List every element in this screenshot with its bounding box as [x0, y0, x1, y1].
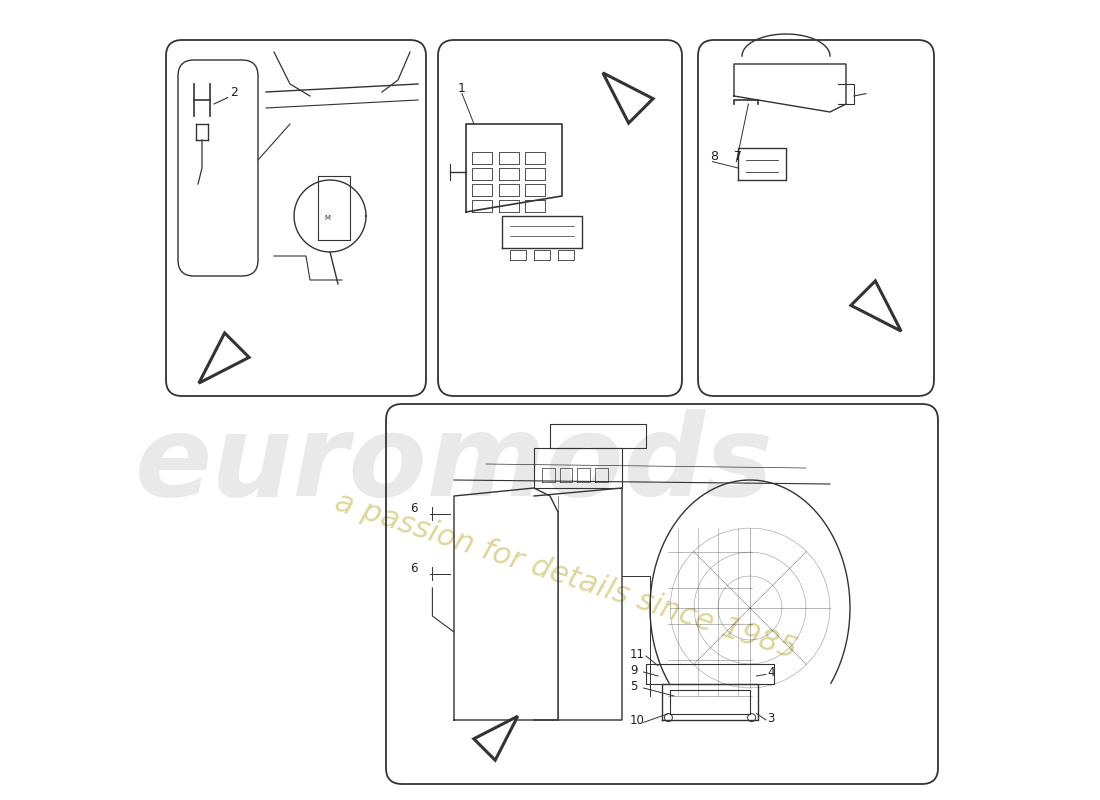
- Text: 11: 11: [630, 648, 645, 661]
- Text: 2: 2: [230, 86, 238, 99]
- Text: euromods: euromods: [134, 409, 773, 519]
- Text: 4: 4: [768, 666, 776, 679]
- Polygon shape: [603, 73, 653, 123]
- Text: 6: 6: [410, 562, 418, 575]
- Text: 3: 3: [768, 712, 776, 725]
- Text: a passion for details since 1985: a passion for details since 1985: [331, 487, 801, 665]
- Text: 8: 8: [710, 150, 718, 163]
- Text: 7: 7: [734, 150, 742, 163]
- Text: 1: 1: [458, 82, 466, 95]
- Text: M: M: [324, 214, 331, 221]
- Text: 9: 9: [630, 664, 638, 677]
- Polygon shape: [851, 281, 901, 331]
- Text: 5: 5: [630, 679, 637, 693]
- Text: 6: 6: [410, 502, 418, 515]
- Polygon shape: [199, 333, 249, 383]
- Text: 10: 10: [630, 714, 645, 727]
- Polygon shape: [474, 716, 518, 760]
